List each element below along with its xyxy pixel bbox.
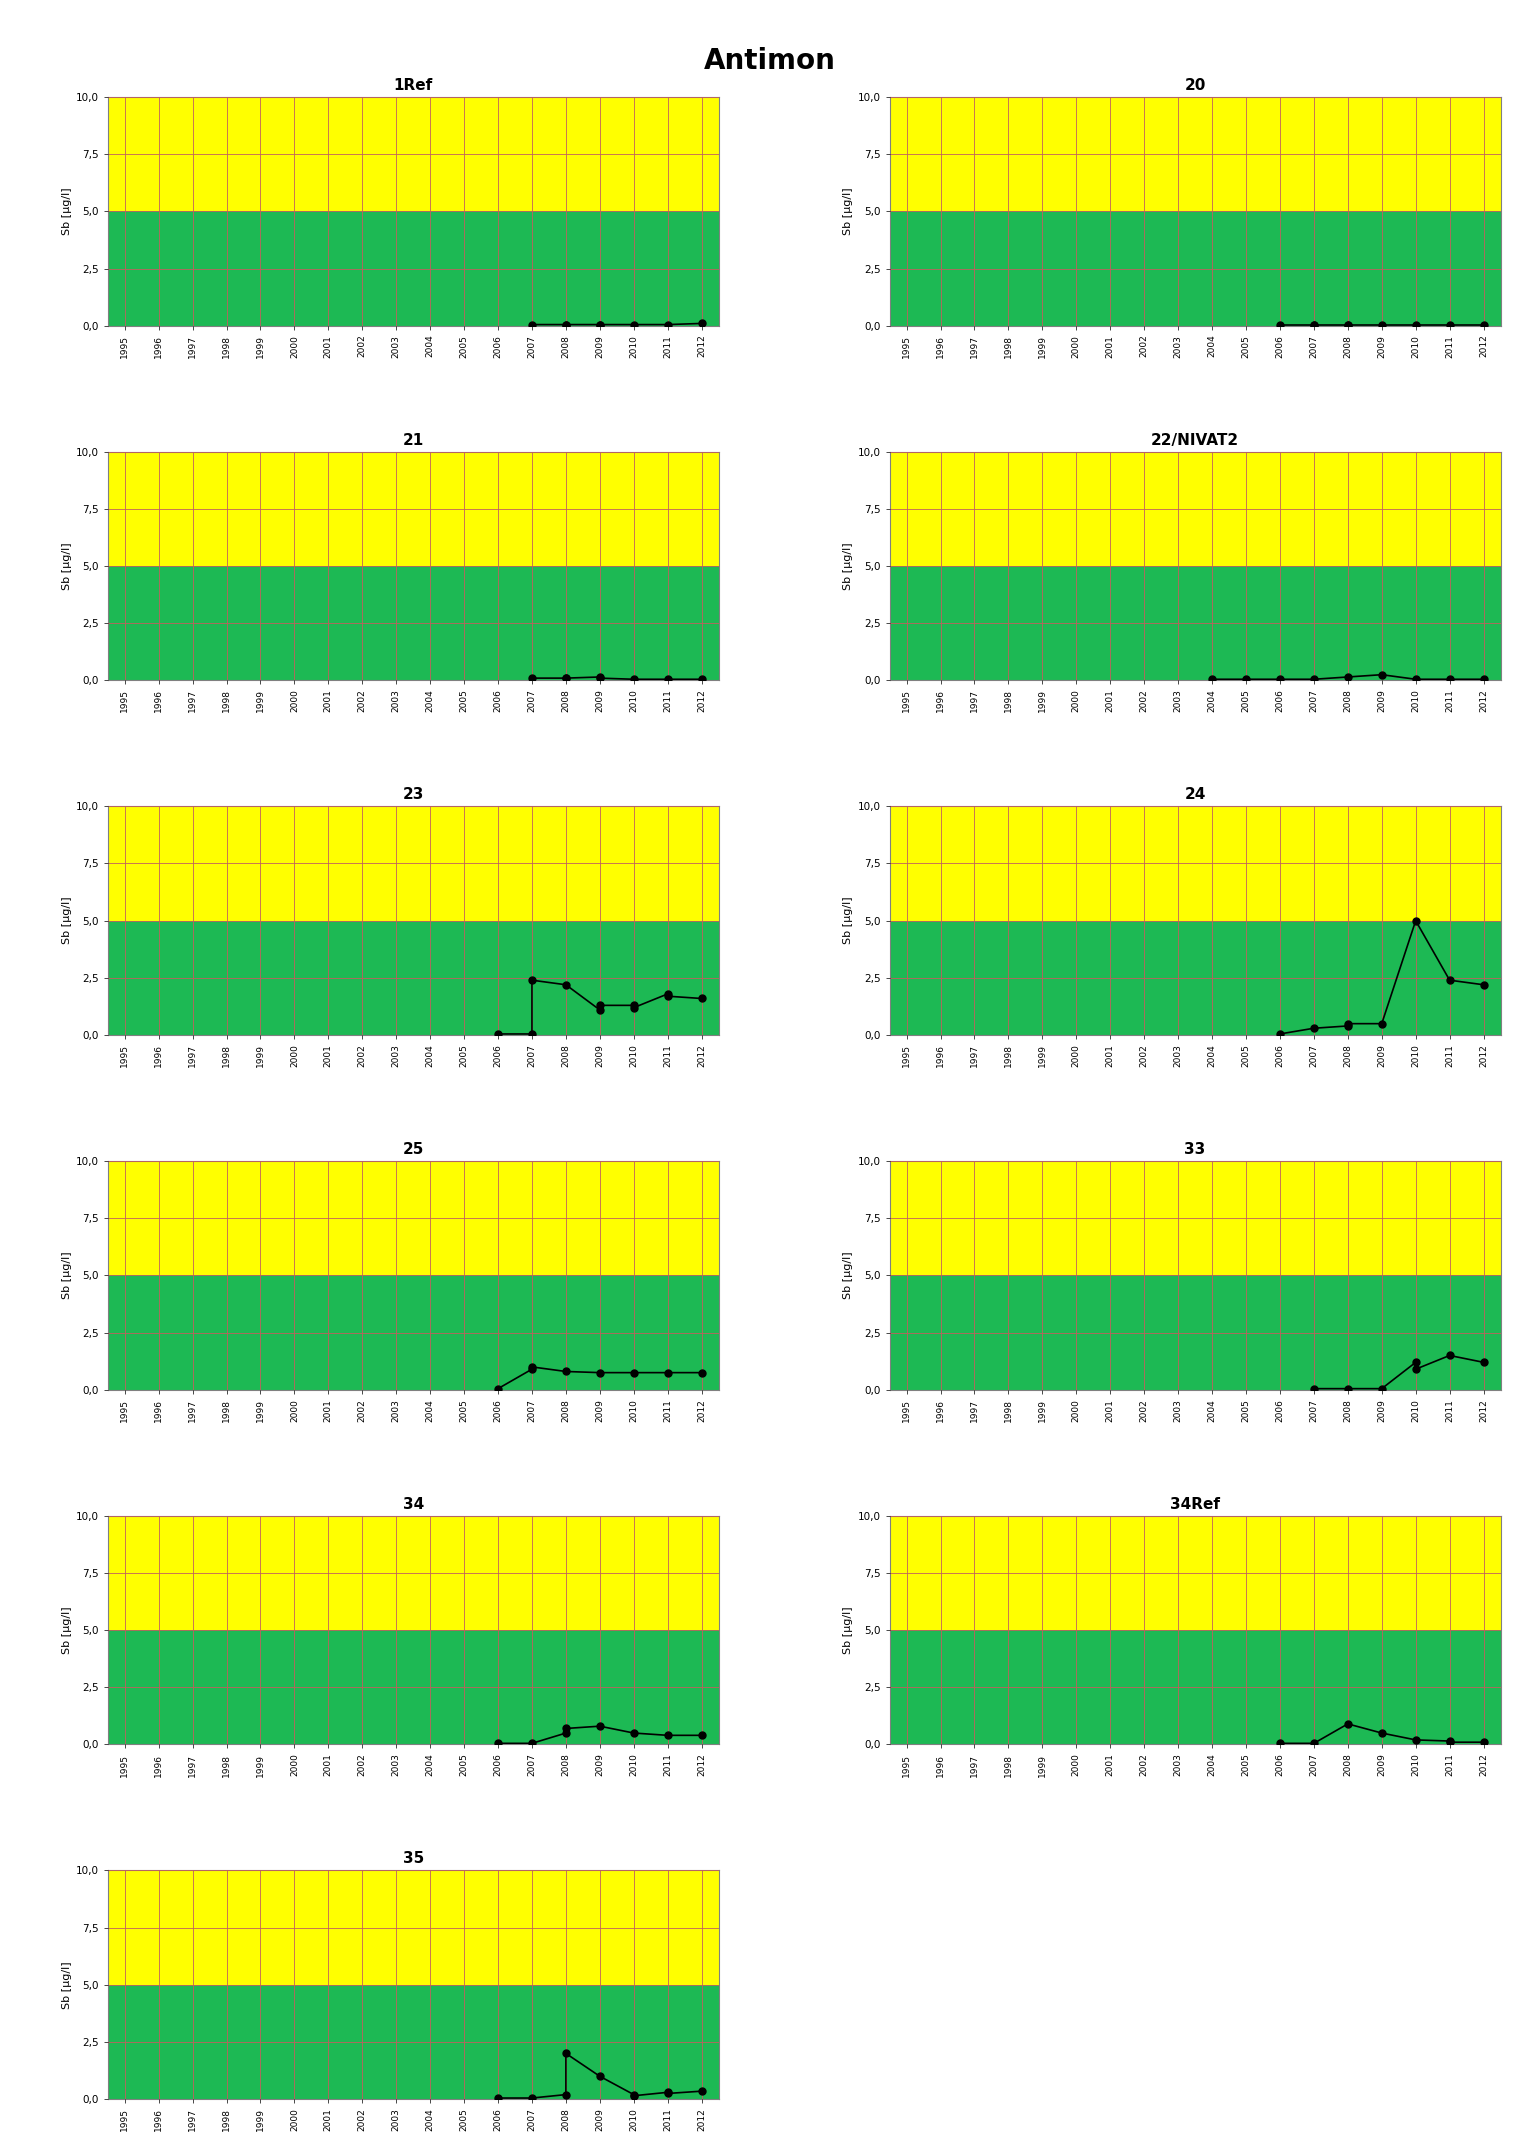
- Bar: [890, 805, 1501, 921]
- Bar: [108, 1516, 719, 1630]
- Bar: [890, 1160, 1501, 1275]
- Title: 25: 25: [403, 1141, 423, 1156]
- Title: 21: 21: [403, 433, 423, 448]
- Title: 23: 23: [403, 788, 423, 803]
- Bar: [108, 211, 719, 325]
- Bar: [108, 566, 719, 680]
- Y-axis label: Sb [µg/l]: Sb [µg/l]: [62, 1961, 71, 2009]
- Bar: [108, 805, 719, 921]
- Bar: [108, 1871, 719, 1985]
- Bar: [890, 921, 1501, 1036]
- Title: 22/NIVAT2: 22/NIVAT2: [1151, 433, 1239, 448]
- Bar: [108, 1985, 719, 2099]
- Y-axis label: Sb [µg/l]: Sb [µg/l]: [843, 1251, 854, 1298]
- Bar: [890, 211, 1501, 325]
- Bar: [890, 452, 1501, 566]
- Bar: [108, 1160, 719, 1275]
- Y-axis label: Sb [µg/l]: Sb [µg/l]: [62, 1251, 71, 1298]
- Y-axis label: Sb [µg/l]: Sb [µg/l]: [843, 1606, 854, 1654]
- Bar: [108, 97, 719, 211]
- Title: 1Ref: 1Ref: [394, 78, 432, 93]
- Title: 33: 33: [1185, 1141, 1205, 1156]
- Text: Antimon: Antimon: [703, 47, 836, 75]
- Bar: [890, 1275, 1501, 1391]
- Y-axis label: Sb [µg/l]: Sb [µg/l]: [62, 1606, 71, 1654]
- Y-axis label: Sb [µg/l]: Sb [µg/l]: [62, 543, 71, 590]
- Bar: [108, 921, 719, 1036]
- Y-axis label: Sb [µg/l]: Sb [µg/l]: [62, 187, 71, 235]
- Title: 35: 35: [403, 1852, 423, 1867]
- Bar: [890, 1630, 1501, 1744]
- Title: 34Ref: 34Ref: [1170, 1496, 1220, 1511]
- Bar: [890, 97, 1501, 211]
- Y-axis label: Sb [µg/l]: Sb [µg/l]: [843, 187, 854, 235]
- Bar: [890, 566, 1501, 680]
- Title: 20: 20: [1185, 78, 1205, 93]
- Y-axis label: Sb [µg/l]: Sb [µg/l]: [62, 898, 71, 945]
- Bar: [108, 1275, 719, 1391]
- Bar: [108, 1630, 719, 1744]
- Y-axis label: Sb [µg/l]: Sb [µg/l]: [843, 543, 854, 590]
- Bar: [890, 1516, 1501, 1630]
- Title: 24: 24: [1185, 788, 1205, 803]
- Title: 34: 34: [403, 1496, 423, 1511]
- Y-axis label: Sb [µg/l]: Sb [µg/l]: [843, 898, 854, 945]
- Bar: [108, 452, 719, 566]
